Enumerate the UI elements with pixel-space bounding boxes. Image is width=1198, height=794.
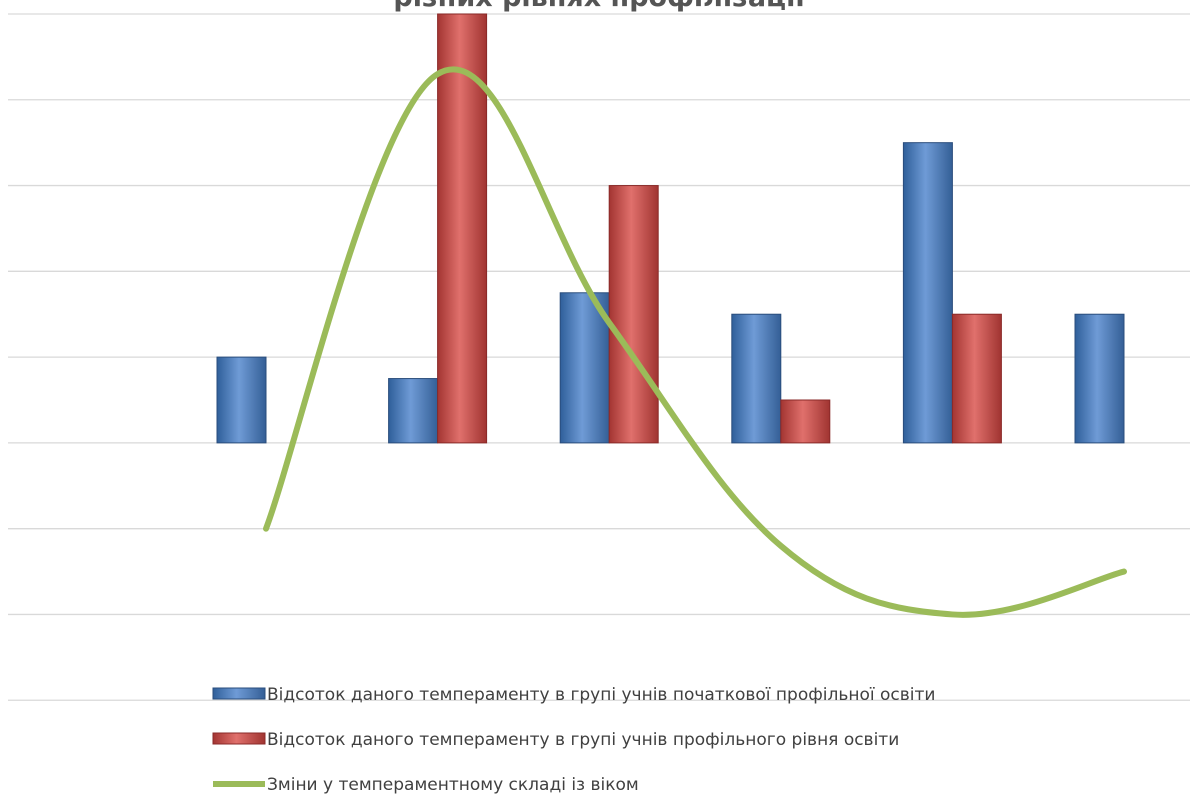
bar-profile (780, 399, 831, 444)
bar-profile (608, 185, 659, 444)
legend-label: Відсоток даного темпераменту в групі учн… (267, 685, 935, 705)
chart-title: різних рівнях профілізації (393, 0, 804, 13)
legend-label: Відсоток даного темпераменту в групі учн… (267, 730, 899, 750)
series-line (263, 66, 1127, 618)
legend-label: Зміни у темпераментному складі із віком (267, 775, 639, 794)
bar-primary (1074, 313, 1125, 444)
bar-profile (951, 313, 1002, 444)
legend-swatch (212, 732, 266, 745)
bar-primary (731, 313, 782, 444)
bars (216, 13, 1125, 444)
legend: Відсоток даного темпераменту в групі учн… (212, 685, 935, 794)
bar-primary (902, 142, 953, 444)
bar-primary (388, 378, 439, 444)
bar-primary (216, 356, 267, 444)
line-temperament-change (263, 66, 1127, 618)
bar-profile (437, 13, 488, 444)
legend-swatch (212, 687, 266, 700)
